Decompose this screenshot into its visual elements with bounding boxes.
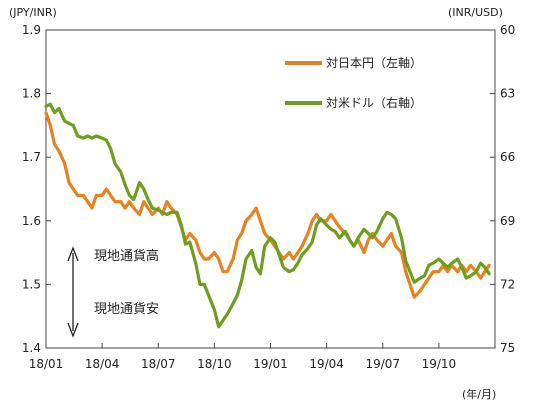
right-tick-label: 72 [500, 277, 515, 291]
left-tick-label: 1.4 [22, 341, 41, 355]
x-tick-label: 18/10 [197, 357, 232, 371]
series-line-jpy [44, 111, 491, 299]
left-axis: 1.4 1.5 1.6 1.7 1.8 1.9 [22, 23, 51, 355]
arrow-up-icon [67, 246, 79, 262]
x-tick-label: 19/10 [422, 357, 457, 371]
right-tick-label: 66 [500, 150, 515, 164]
legend: 対日本円（左軸） 対米ドル（右軸） [285, 55, 422, 110]
annotation-local-depreciation: 現地通貨安 [94, 301, 159, 317]
x-tick-label: 18/04 [85, 357, 120, 371]
x-tick-label: 19/07 [365, 357, 400, 371]
arrow-down-icon [67, 322, 79, 338]
x-axis: 18/01 18/04 18/07 18/10 19/01 19/04 19/07 19/10 [29, 343, 496, 371]
left-tick-label: 1.7 [22, 150, 41, 164]
legend-label-jpy: 対日本円（左軸） [326, 55, 422, 70]
x-tick-label: 18/07 [141, 357, 176, 371]
left-tick-label: 1.8 [22, 87, 41, 101]
plot-area-frame [45, 29, 496, 349]
series-line-usd [44, 102, 491, 329]
currency-direction-annotation: 現地通貨高 現地通貨安 [67, 246, 159, 338]
left-tick-label: 1.9 [22, 23, 41, 37]
left-tick-label: 1.6 [22, 214, 41, 228]
annotation-local-appreciation: 現地通貨高 [94, 248, 159, 264]
x-axis-unit: (年/月) [462, 387, 496, 401]
right-axis-unit: (INR/USD) [448, 6, 503, 19]
right-tick-label: 69 [500, 214, 515, 228]
right-axis: 60 63 66 69 72 75 [490, 23, 515, 355]
left-tick-label: 1.5 [22, 277, 41, 291]
left-axis-unit: (JPY/INR) [9, 6, 57, 19]
x-tick-label: 19/01 [253, 357, 288, 371]
legend-label-usd: 対米ドル（右軸） [326, 95, 422, 110]
series-lines [44, 102, 491, 329]
x-tick-label: 18/01 [29, 357, 64, 371]
x-tick-label: 19/04 [309, 357, 344, 371]
right-tick-label: 75 [500, 341, 515, 355]
right-tick-label: 60 [500, 23, 515, 37]
right-tick-label: 63 [500, 87, 515, 101]
